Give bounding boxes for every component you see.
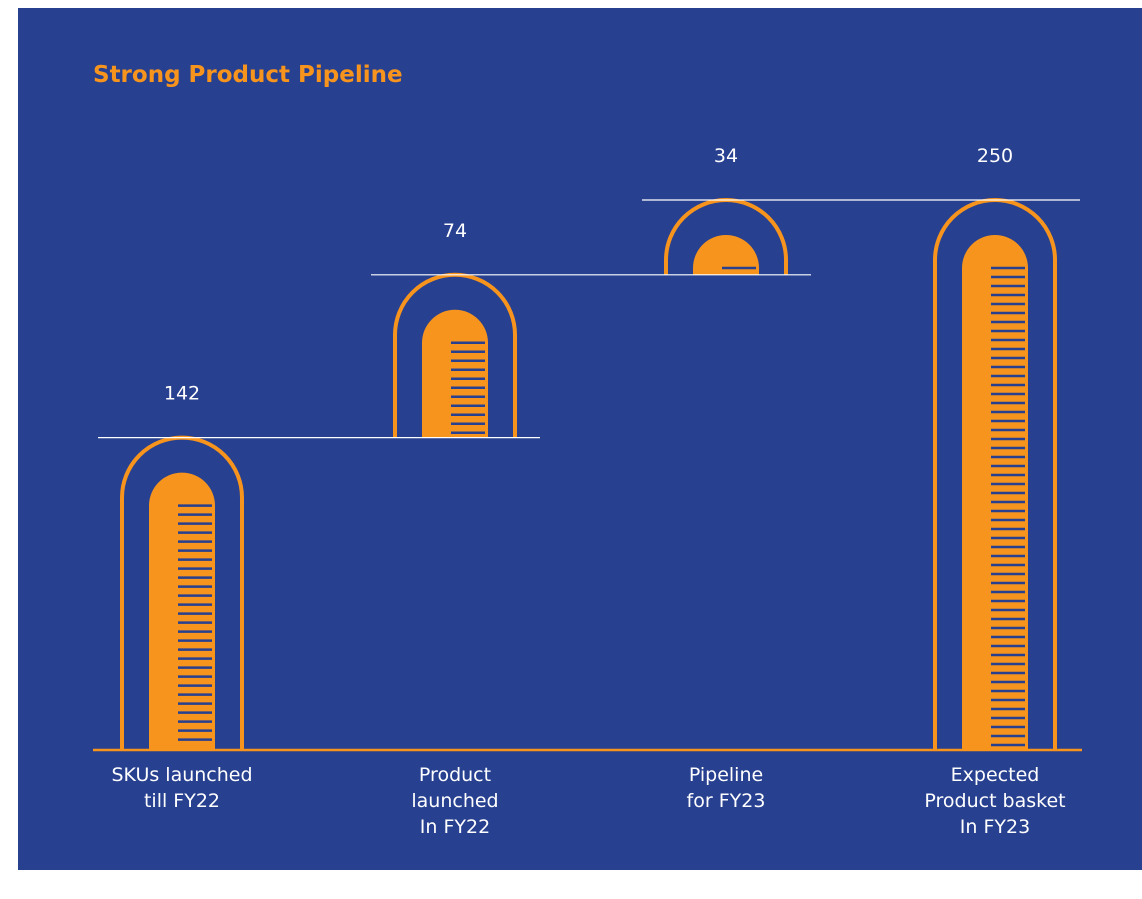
value-label: 250: [977, 145, 1013, 167]
category-label: Pipeline for FY23: [686, 764, 766, 812]
bar: [422, 309, 488, 438]
value-label: 34: [714, 145, 738, 167]
bar: [693, 235, 759, 275]
category-label: Product launched In FY22: [411, 764, 499, 838]
chart-title: Strong Product Pipeline: [93, 62, 403, 88]
value-label: 74: [443, 220, 467, 242]
value-label: 142: [164, 383, 200, 405]
category-label: Expected Product basket In FY23: [924, 764, 1066, 838]
category-label: SKUs launched till FY22: [111, 764, 253, 812]
